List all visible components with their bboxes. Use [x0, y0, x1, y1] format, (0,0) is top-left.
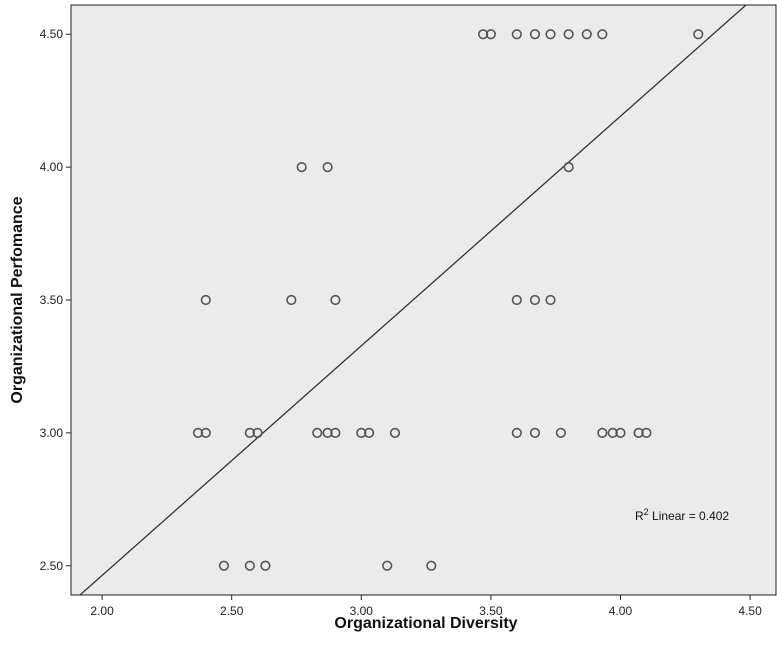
- y-axis-title: Organizational Perfomance: [9, 196, 26, 403]
- r-squared-annotation: R2 Linear = 0.402: [635, 507, 729, 523]
- data-point: [322, 427, 333, 438]
- data-point: [485, 29, 496, 40]
- data-point: [363, 427, 375, 438]
- data-point: [200, 427, 211, 438]
- data-point: [555, 427, 566, 438]
- y-tick-label: 3.00: [40, 426, 64, 440]
- y-tick-label: 4.50: [40, 27, 64, 41]
- x-tick-label: 3.50: [479, 604, 503, 618]
- data-point: [356, 427, 367, 438]
- y-tick-label: 2.50: [40, 559, 64, 573]
- data-point: [260, 560, 271, 571]
- x-tick-label: 3.00: [350, 604, 374, 618]
- data-point: [330, 427, 341, 438]
- data-point: [529, 427, 541, 438]
- data-point: [511, 294, 522, 306]
- data-point: [244, 427, 255, 438]
- y-tick-label: 4.00: [40, 160, 64, 174]
- data-point: [218, 560, 230, 571]
- data-point: [563, 162, 574, 173]
- data-point: [286, 294, 297, 306]
- data-point: [563, 29, 574, 40]
- points-group: [192, 29, 704, 571]
- fit-line-group: [79, 5, 747, 595]
- data-point: [545, 294, 556, 306]
- data-point: [597, 29, 608, 40]
- data-point: [693, 29, 704, 40]
- fit-line: [79, 5, 747, 595]
- x-tick-label: 2.50: [220, 604, 244, 618]
- data-point: [389, 427, 401, 438]
- plot-background: [70, 4, 777, 596]
- data-point: [382, 560, 393, 571]
- data-point: [296, 162, 307, 173]
- x-tick-label: 2.00: [90, 604, 114, 618]
- x-axis: 2.00 2.50 3.00 3.50 4.00 4.50: [90, 595, 762, 618]
- data-point: [545, 29, 556, 40]
- data-point: [330, 294, 341, 306]
- y-tick-label: 3.50: [40, 293, 64, 307]
- data-point: [641, 427, 652, 438]
- y-axis: 2.50 3.00 3.50 4.00 4.50: [40, 27, 71, 573]
- data-point: [478, 29, 489, 40]
- data-point: [200, 294, 211, 306]
- x-axis-title: Organizational Diversity: [334, 615, 517, 632]
- x-tick-label: 4.50: [738, 604, 762, 618]
- data-point: [615, 427, 626, 438]
- data-point: [244, 560, 255, 571]
- data-point: [252, 427, 263, 438]
- data-point: [426, 560, 437, 571]
- data-point: [511, 427, 522, 438]
- data-point: [581, 29, 592, 40]
- r-squared-value: Linear = 0.402: [649, 509, 730, 523]
- data-point: [633, 427, 644, 438]
- data-point: [322, 162, 333, 173]
- x-tick-label: 4.00: [609, 604, 633, 618]
- data-point: [192, 427, 204, 438]
- data-point: [529, 294, 541, 306]
- data-point: [511, 29, 522, 40]
- r-squared-prefix: R: [635, 509, 644, 523]
- data-point: [529, 29, 541, 40]
- data-point: [312, 427, 323, 438]
- data-point: [607, 427, 618, 438]
- data-point: [597, 427, 608, 438]
- r-squared-superscript: 2: [644, 507, 649, 517]
